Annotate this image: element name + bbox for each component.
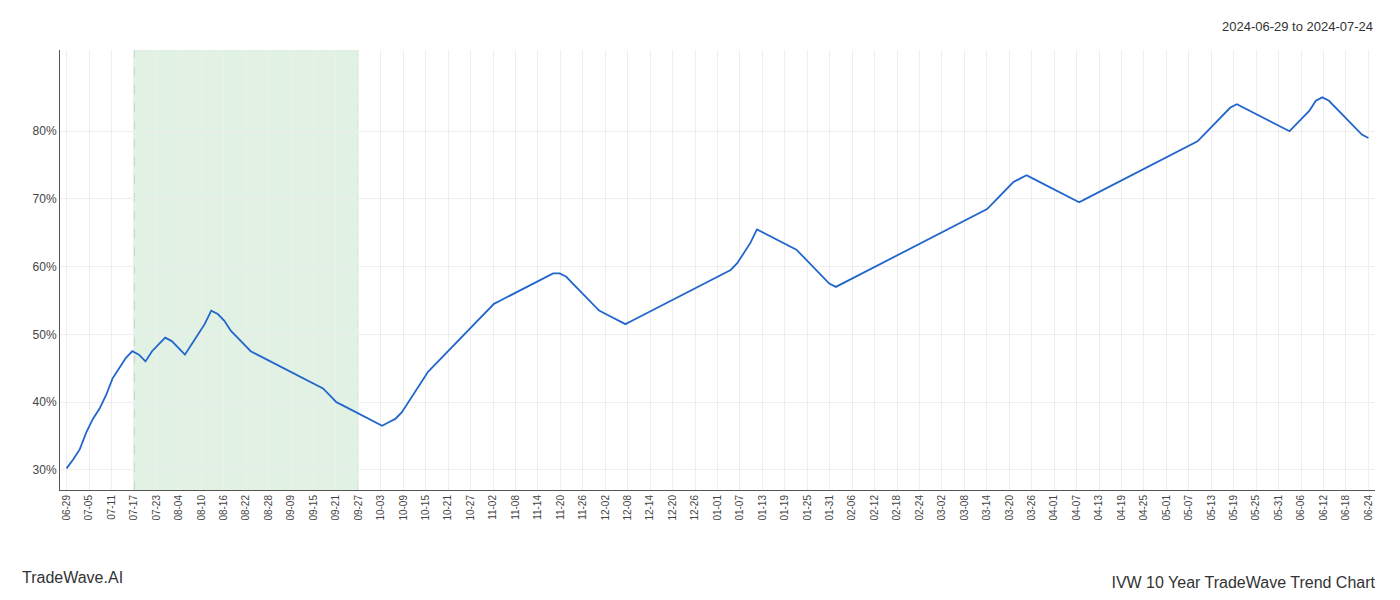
svg-text:03-14: 03-14 [981,495,992,521]
svg-text:07-11: 07-11 [106,495,117,520]
svg-text:10-21: 10-21 [442,495,453,521]
svg-text:08-22: 08-22 [240,495,251,521]
svg-text:60%: 60% [33,260,57,274]
svg-text:10-27: 10-27 [465,495,476,521]
svg-text:09-21: 09-21 [330,495,341,521]
svg-text:70%: 70% [33,192,57,206]
svg-text:02-18: 02-18 [891,495,902,521]
svg-text:10-15: 10-15 [420,495,431,521]
svg-text:02-12: 02-12 [869,495,880,521]
svg-text:12-08: 12-08 [622,495,633,521]
svg-text:07-05: 07-05 [83,495,94,521]
svg-text:10-09: 10-09 [398,495,409,521]
svg-text:12-26: 12-26 [689,495,700,521]
svg-text:03-02: 03-02 [936,495,947,521]
svg-text:08-10: 08-10 [196,495,207,521]
svg-text:12-02: 12-02 [600,495,611,521]
svg-text:05-07: 05-07 [1183,495,1194,521]
svg-text:IVW 10 Year TradeWave Trend Ch: IVW 10 Year TradeWave Trend Chart [1111,574,1375,591]
svg-text:03-08: 03-08 [959,495,970,521]
svg-text:01-25: 01-25 [802,495,813,521]
svg-text:04-07: 04-07 [1071,495,1082,521]
svg-text:05-01: 05-01 [1161,495,1172,521]
svg-text:06-12: 06-12 [1318,495,1329,521]
svg-text:06-29: 06-29 [61,495,72,521]
svg-text:05-13: 05-13 [1206,495,1217,521]
svg-text:50%: 50% [33,328,57,342]
svg-text:11-26: 11-26 [577,495,588,520]
svg-text:11-14: 11-14 [532,495,543,520]
svg-text:06-24: 06-24 [1363,495,1374,521]
svg-text:07-17: 07-17 [128,495,139,521]
svg-text:09-09: 09-09 [285,495,296,521]
svg-text:04-19: 04-19 [1116,495,1127,521]
svg-text:09-15: 09-15 [308,495,319,521]
svg-text:02-06: 02-06 [846,495,857,521]
svg-text:05-31: 05-31 [1273,495,1284,521]
svg-text:05-25: 05-25 [1250,495,1261,521]
svg-text:04-01: 04-01 [1048,495,1059,521]
svg-text:10-03: 10-03 [375,495,386,521]
svg-text:05-19: 05-19 [1228,495,1239,521]
svg-text:04-13: 04-13 [1093,495,1104,521]
svg-text:08-04: 08-04 [173,495,184,521]
svg-text:11-08: 11-08 [510,495,521,520]
svg-text:04-25: 04-25 [1138,495,1149,521]
svg-text:06-06: 06-06 [1295,495,1306,521]
svg-text:03-20: 03-20 [1004,495,1015,521]
svg-text:01-07: 01-07 [734,495,745,521]
svg-text:80%: 80% [33,124,57,138]
svg-text:TradeWave.AI: TradeWave.AI [22,569,123,586]
svg-text:11-20: 11-20 [555,495,566,520]
svg-text:12-14: 12-14 [644,495,655,521]
svg-text:08-16: 08-16 [218,495,229,521]
svg-text:30%: 30% [33,463,57,477]
svg-text:02-24: 02-24 [914,495,925,521]
svg-text:12-20: 12-20 [667,495,678,521]
svg-text:40%: 40% [33,395,57,409]
svg-text:01-01: 01-01 [712,495,723,521]
svg-text:01-31: 01-31 [824,495,835,521]
svg-text:11-02: 11-02 [487,495,498,520]
svg-text:09-27: 09-27 [353,495,364,521]
svg-text:03-26: 03-26 [1026,495,1037,521]
svg-text:08-28: 08-28 [263,495,274,521]
svg-text:01-19: 01-19 [779,495,790,521]
svg-text:2024-06-29 to 2024-07-24: 2024-06-29 to 2024-07-24 [1222,19,1373,34]
svg-text:07-23: 07-23 [151,495,162,521]
svg-text:01-13: 01-13 [757,495,768,521]
svg-text:06-18: 06-18 [1340,495,1351,521]
